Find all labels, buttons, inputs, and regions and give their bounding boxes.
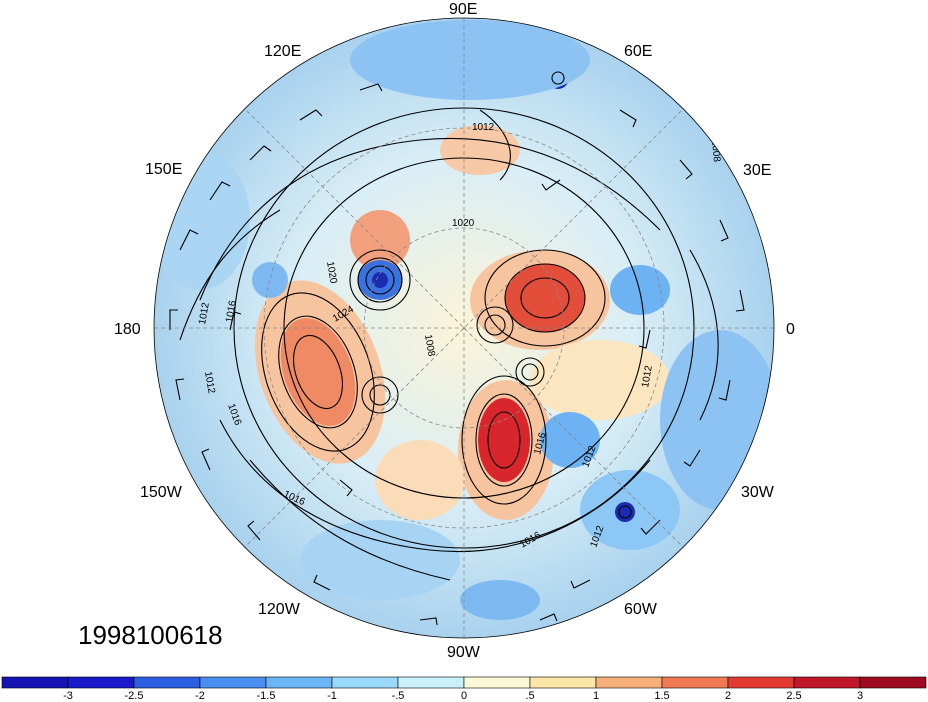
colorbar-tick-label: 2: [725, 690, 731, 702]
colorbar-box: [727, 676, 795, 689]
colorbar-box: [595, 676, 663, 689]
colorbar-box: [397, 676, 465, 689]
lon-label-120w: 120W: [258, 601, 301, 618]
map-border: [153, 17, 775, 639]
colorbar-box: [265, 676, 333, 689]
colorbar-tick-label: -3: [63, 690, 73, 702]
longitude-labels: 90E 60E 30E 0 30W 60W 90W 120W 150W 180 …: [114, 1, 795, 661]
graticule: [154, 18, 774, 638]
colorbar-tick-label: -1.5: [257, 690, 276, 702]
lon-label-60w: 60W: [624, 601, 658, 618]
colorbar-box: [859, 676, 927, 689]
lon-label-90e: 90E: [449, 1, 477, 18]
contour-label: 1012: [197, 301, 212, 325]
colorbar-tick-label: 1.5: [654, 690, 669, 702]
colorbar-box: [529, 676, 597, 689]
contour-label: 1020: [452, 218, 475, 229]
colorbar-box: [1, 676, 69, 689]
lon-label-60e: 60E: [624, 43, 652, 60]
colorbar-tick-label: 0: [461, 690, 467, 702]
contour-label: 1020: [324, 261, 339, 285]
colorbar-tick-label: -2.5: [125, 690, 144, 702]
contour-label: 1016: [224, 299, 239, 323]
colorbar-tick-label: 2.5: [786, 690, 801, 702]
lon-label-150w: 150W: [140, 484, 183, 501]
colorbar-box: [331, 676, 399, 689]
colorbar-tick-label: 1: [593, 690, 599, 702]
contour-label: 1008: [422, 334, 437, 358]
colorbar: -3 -2.5 -2 -1.5 -1 -.5 0 .5 1 1.5 2 2.5 3: [1, 676, 927, 702]
lon-label-150e: 150E: [145, 161, 182, 178]
colorbar-box: [793, 676, 861, 689]
colorbar-tick-label: -1: [327, 690, 337, 702]
contour-label: 1012: [640, 364, 655, 388]
colorbar-tick-label: -2: [195, 690, 205, 702]
colorbar-box: [199, 676, 267, 689]
lon-label-30e: 30E: [743, 162, 771, 179]
anomaly-shading: [154, 20, 774, 620]
colorbar-tick-label: .5: [525, 690, 534, 702]
contour-label: 1008: [709, 139, 722, 163]
timestamp-label: 1998100618: [78, 620, 223, 650]
lon-label-30w: 30W: [741, 484, 775, 501]
colorbar-tick-label: 3: [857, 690, 863, 702]
contour-label: 1012: [202, 371, 217, 395]
colorbar-box: [661, 676, 729, 689]
contour-label: 1012: [472, 122, 495, 133]
colorbar-box: [67, 676, 135, 689]
lon-label-180: 180: [114, 321, 141, 338]
lon-label-90w: 90W: [447, 644, 481, 661]
colorbar-box: [463, 676, 531, 689]
lon-label-0: 0: [786, 321, 795, 338]
colorbar-box: [133, 676, 201, 689]
wind-barbs: [169, 83, 745, 626]
lon-label-120e: 120E: [264, 43, 301, 60]
map-disk: 1012 1020 1016 1012 1016 1008 1012 1016 …: [154, 18, 774, 638]
colorbar-tick-label: -.5: [392, 690, 405, 702]
